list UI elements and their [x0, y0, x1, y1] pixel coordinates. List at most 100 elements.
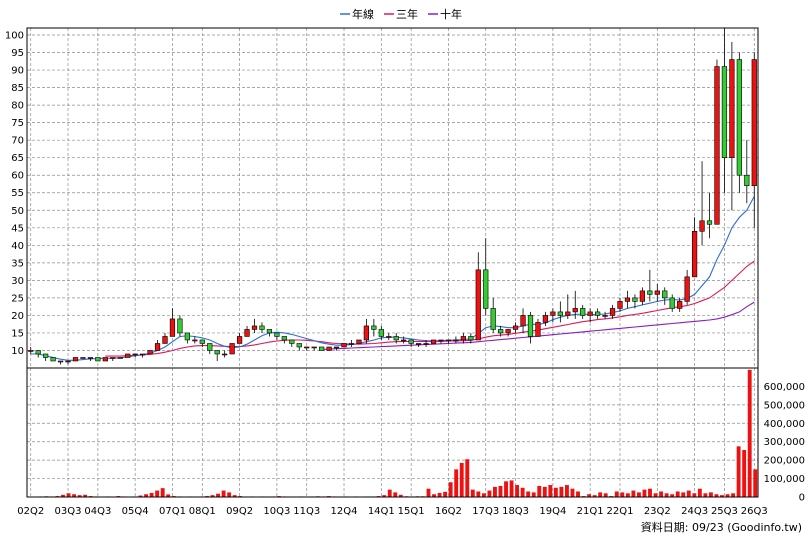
candle-body — [363, 325, 370, 341]
volume-bar — [526, 491, 531, 497]
candle-body — [393, 336, 399, 341]
candle-body — [154, 343, 161, 351]
candle-body — [117, 357, 123, 359]
volume-bar — [675, 491, 680, 497]
x-axis: 02Q2 03Q3 04Q3 05Q4 07Q1 08Q1 09Q2 10Q3 11Q3 12Q4… — [17, 506, 768, 517]
candle-body — [281, 336, 287, 341]
candle-body — [512, 325, 519, 330]
price-tick-45: 45 — [11, 223, 24, 234]
candle-body — [304, 346, 310, 349]
x-tick-18Q3: 18Q3 — [502, 506, 529, 517]
candle-body — [140, 353, 146, 356]
volume-tick-2: 200,000 — [764, 456, 805, 467]
candle-body — [609, 308, 616, 316]
x-tick-22Q1: 22Q1 — [607, 506, 634, 517]
price-panel-grid — [27, 28, 758, 497]
volume-bar — [614, 491, 619, 497]
candle-body — [744, 174, 750, 187]
candle-body — [595, 311, 601, 316]
volume-axis: 0 100,000 200,000 300,000 400,000 500,000 600,… — [764, 382, 805, 504]
volume-bar — [565, 485, 569, 497]
volume-bar — [470, 489, 475, 497]
volume-bar — [664, 493, 669, 497]
candle-body — [72, 357, 79, 362]
volume-bar — [714, 494, 719, 497]
volume-tick-5: 500,000 — [764, 400, 805, 411]
volume-bar — [227, 492, 232, 497]
candle-body — [714, 66, 720, 225]
price-tick-100: 100 — [5, 31, 24, 42]
candle-body — [542, 315, 549, 323]
volume-bar — [138, 495, 143, 497]
candle-body — [624, 297, 631, 302]
x-tick-07Q1: 07Q1 — [159, 506, 186, 517]
candle-body — [438, 339, 444, 342]
candle-body — [274, 332, 280, 337]
candle-body — [580, 308, 586, 316]
candle-body — [184, 332, 190, 341]
candle-body — [423, 343, 429, 345]
candle-body — [565, 311, 571, 316]
candle-body — [50, 357, 56, 362]
volume-bar — [537, 485, 542, 497]
volume-tick-6: 600,000 — [764, 382, 805, 393]
candle-body — [557, 311, 563, 316]
candle-body — [125, 353, 131, 358]
volume-bar — [742, 450, 747, 497]
source-credit: 資料日期: 09/23 (Goodinfo.tw) — [641, 520, 802, 534]
volume-bar — [642, 489, 647, 497]
x-tick-25Q3: 25Q3 — [711, 506, 738, 517]
candle-body — [527, 315, 534, 337]
candle-body — [341, 343, 347, 348]
candle-body — [199, 339, 205, 344]
volume-tick-1: 100,000 — [764, 474, 805, 485]
volume-bar — [160, 488, 165, 497]
volume-bar — [149, 492, 154, 497]
x-tick-04Q3: 04Q3 — [84, 506, 111, 517]
volume-bar — [443, 491, 448, 497]
candle-body — [132, 353, 138, 356]
volume-bar — [598, 492, 603, 497]
candle-body — [43, 353, 49, 358]
candle-body — [572, 308, 578, 313]
candle-body — [229, 343, 235, 355]
volume-bar — [703, 493, 708, 497]
volume-bar — [437, 492, 442, 497]
x-tick-11Q3: 11Q3 — [293, 506, 320, 517]
volume-tick-3: 300,000 — [764, 437, 805, 448]
volume-bar — [465, 459, 470, 497]
candle-body — [319, 346, 325, 351]
price-tick-95: 95 — [11, 48, 24, 59]
candle-body — [691, 230, 698, 278]
volume-bar — [393, 492, 398, 497]
x-tick-17Q3: 17Q3 — [472, 506, 499, 517]
volume-bar — [631, 490, 636, 497]
x-tick-21Q1: 21Q1 — [577, 506, 604, 517]
x-tick-09Q2: 09Q2 — [226, 506, 253, 517]
volume-bar — [432, 494, 436, 497]
volume-bar — [166, 494, 171, 497]
candle-body — [65, 360, 71, 363]
candle-body — [483, 269, 489, 309]
volume-bar — [398, 494, 403, 497]
price-axis: 10 15 20 25 30 35 40 45 50 55 60 65 70 75 80 85 90 95 100 — [5, 31, 24, 357]
candle-body — [468, 336, 474, 341]
candle-body — [684, 276, 690, 302]
volume-bar — [659, 491, 664, 497]
candle-body — [475, 269, 481, 341]
volume-bar — [670, 494, 675, 497]
volume-bar — [620, 492, 625, 497]
volume-bar — [459, 462, 464, 497]
candle-body — [87, 357, 94, 359]
candle-body — [632, 297, 638, 302]
price-tick-55: 55 — [11, 188, 24, 199]
volume-bar — [66, 493, 71, 497]
candle-body — [296, 343, 302, 348]
legend: 年線 三年 十年 — [340, 7, 462, 21]
price-tick-85: 85 — [11, 83, 24, 94]
volume-bar — [548, 485, 553, 497]
volume-bar — [692, 493, 697, 497]
volume-bar — [686, 490, 691, 497]
candle-body — [222, 353, 228, 356]
candle-body — [207, 343, 213, 351]
